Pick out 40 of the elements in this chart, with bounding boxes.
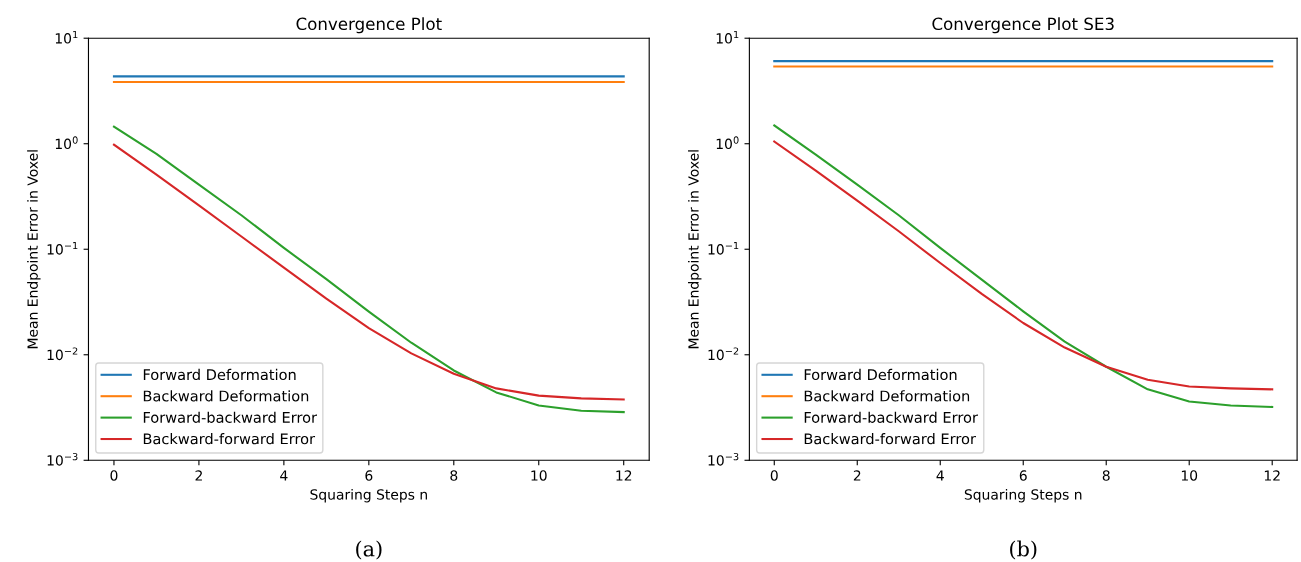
x-tick-label: 8 (1102, 470, 1110, 481)
x-tick-label: 0 (770, 470, 778, 481)
y-tick-label: 10$^{−2}$ (47, 347, 78, 361)
x-tick-label: 6 (1019, 470, 1027, 481)
chart-title: Convergence Plot (296, 17, 442, 34)
x-tick-label: 4 (280, 470, 288, 481)
x-tick-label: 12 (616, 470, 632, 481)
text: (b) (1010, 540, 1037, 560)
y-tick-label: 10$^{0}$ (55, 136, 78, 150)
x-tick-label: 6 (365, 470, 373, 481)
y-tick-label: 10$^{−3}$ (708, 452, 739, 466)
x-tick-label: 10 (531, 470, 547, 481)
x-tick-label: 10 (1181, 470, 1198, 481)
x-tick-label: 0 (110, 470, 118, 481)
y-tick-label: 10$^{1}$ (716, 30, 739, 44)
y-tick-label: 10$^{−2}$ (708, 347, 739, 361)
y-tick-label: 10$^{−1}$ (708, 242, 739, 255)
x-tick-label: 2 (853, 470, 861, 481)
legend-label: Forward Deformation (143, 368, 296, 381)
y-axis-title: Mean Endpoint Error in Voxel (27, 150, 41, 349)
x-tick-label: 12 (1264, 470, 1280, 481)
y-axis-title: Mean Endpoint Error in Voxel (688, 150, 702, 349)
y-tick-label: 10$^{0}$ (716, 136, 739, 150)
x-tick-label: 8 (450, 470, 458, 481)
legend-label: Backward Deformation (804, 390, 970, 402)
legend-label: Backward-forward Error (143, 433, 316, 445)
text: (a) (356, 540, 382, 560)
legend-label: Forward-backward Error (143, 411, 318, 423)
chart-title: Convergence Plot SE3 (932, 17, 1114, 34)
legend-label: Forward Deformation (804, 368, 957, 381)
y-tick-label: 10$^{1}$ (55, 30, 78, 44)
x-tick-label: 4 (936, 470, 944, 481)
legend-label: Forward-backward Error (804, 411, 978, 423)
y-tick-label: 10$^{−3}$ (47, 452, 78, 466)
legend-label: Backward-forward Error (804, 433, 976, 445)
y-tick-label: 10$^{−1}$ (47, 242, 78, 255)
x-axis-title: Squaring Steps n (964, 489, 1082, 503)
x-tick-label: 2 (195, 470, 202, 481)
legend-label: Backward Deformation (143, 390, 309, 402)
x-axis-title: Squaring Steps n (310, 489, 427, 503)
